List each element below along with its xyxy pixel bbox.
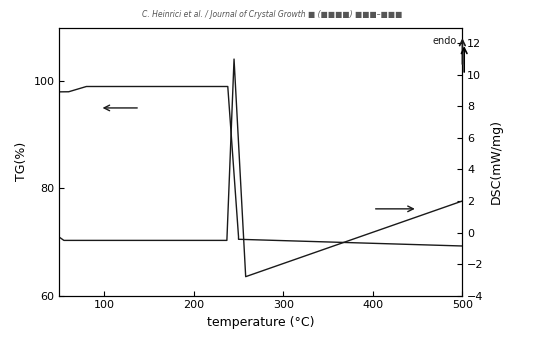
Text: C. Heinrici et al. / Journal of Crystal Growth ■ (■■■■) ■■■–■■■: C. Heinrici et al. / Journal of Crystal … (142, 10, 402, 19)
Text: endo: endo (432, 35, 456, 45)
Y-axis label: DSC(mW/mg): DSC(mW/mg) (489, 119, 502, 204)
Y-axis label: TG(%): TG(%) (15, 142, 28, 181)
X-axis label: temperature (°C): temperature (°C) (207, 316, 314, 329)
